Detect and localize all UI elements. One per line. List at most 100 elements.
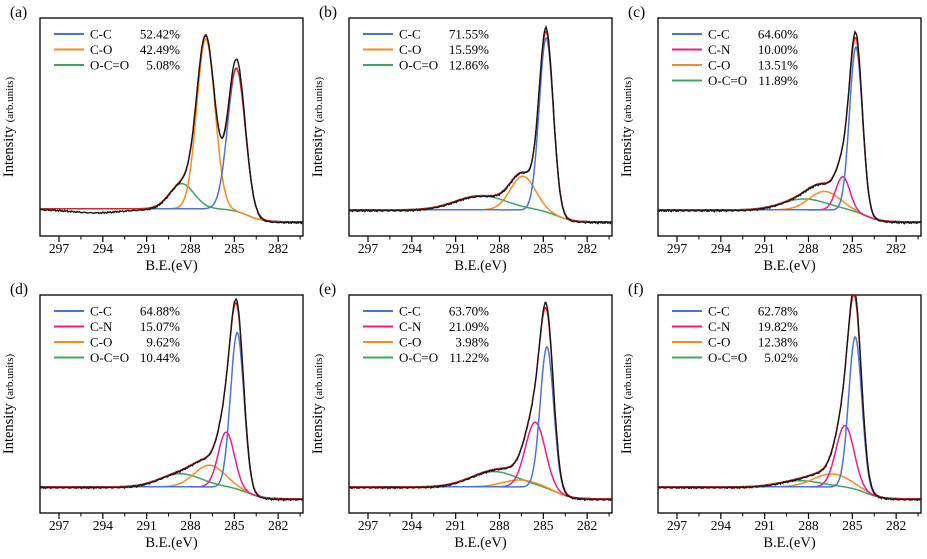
x-tick-label: 297 xyxy=(49,518,70,533)
legend-percentage: 64.60% xyxy=(758,27,798,42)
legend-label: C-O xyxy=(399,335,421,350)
x-tick-label: 288 xyxy=(798,241,819,256)
curves-group xyxy=(658,295,921,502)
spectrum-panel-d: (d) Intensity (arb.units) 297 294 291 288 285 28… xyxy=(0,277,309,554)
legend-label: O-C=O xyxy=(399,350,438,365)
raw-data-curve xyxy=(40,297,303,502)
y-axis-label-units: (arb.units) xyxy=(313,354,325,400)
spectrum-plot: (f) Intensity (arb.units) 297 294 291 288 285 28… xyxy=(619,281,922,551)
x-axis-label: B.E.(eV) xyxy=(454,535,507,551)
x-tick-label: 282 xyxy=(886,241,906,256)
x-tick-label: 282 xyxy=(268,518,288,533)
legend-percentage: 11.22% xyxy=(449,350,489,365)
x-tick-label: 285 xyxy=(224,241,245,256)
x-tick-label: 294 xyxy=(402,518,423,533)
component-curve-c-n xyxy=(40,431,303,500)
x-tick-label: 291 xyxy=(755,241,775,256)
legend-percentage: 42.49% xyxy=(140,42,180,57)
legend-percentage: 10.44% xyxy=(140,350,180,365)
panel-letter: (d) xyxy=(10,281,28,298)
axes-box xyxy=(657,294,922,514)
panel-letter: (c) xyxy=(628,4,645,21)
curves-group xyxy=(40,33,303,225)
x-tick-label: 297 xyxy=(667,241,688,256)
x-tick-label: 291 xyxy=(446,241,466,256)
x-tick-label: 297 xyxy=(49,241,70,256)
raw-data-curve xyxy=(349,25,612,225)
legend-percentage: 71.55% xyxy=(449,27,489,42)
legend: C-C 52.42% C-O 42.49% O-C=O 5.08% xyxy=(54,27,180,73)
spectrum-panel-c: (c) Intensity (arb.units) 297 294 291 288 285 28… xyxy=(618,0,927,277)
legend-label: C-N xyxy=(708,42,731,57)
y-axis-label-units: (arb.units) xyxy=(313,77,325,123)
y-axis-label: Intensity (arb.units) xyxy=(1,354,17,455)
component-curve-c-o xyxy=(40,464,303,500)
legend-percentage: 64.88% xyxy=(140,304,180,319)
x-axis-ticks: 297 294 291 288 285 282 xyxy=(49,236,301,256)
component-curve-o-c=o xyxy=(658,479,921,500)
x-tick-label: 294 xyxy=(93,241,114,256)
legend: C-C 62.78% C-N 19.82% C-O 12.38% O-C=O 5.02% xyxy=(672,304,798,365)
x-tick-label: 291 xyxy=(755,518,775,533)
component-curve-o-c=o xyxy=(349,470,612,500)
y-axis-label: Intensity (arb.units) xyxy=(1,77,17,178)
legend-percentage: 62.78% xyxy=(758,304,798,319)
spectrum-panel-f: (f) Intensity (arb.units) 297 294 291 288 285 28… xyxy=(618,277,927,554)
legend-label: C-N xyxy=(90,319,113,334)
curves-group xyxy=(349,301,612,502)
y-axis-label: Intensity (arb.units) xyxy=(619,354,635,455)
x-axis-label: B.E.(eV) xyxy=(763,535,816,551)
x-axis-label: B.E.(eV) xyxy=(145,258,198,274)
component-curve-o-c=o xyxy=(40,182,303,223)
y-axis-label: Intensity (arb.units) xyxy=(310,354,326,455)
y-axis-label-main: Intensity xyxy=(619,126,635,177)
x-tick-label: 294 xyxy=(711,241,732,256)
raw-data-curve xyxy=(349,301,612,502)
x-axis-label: B.E.(eV) xyxy=(145,535,198,551)
y-axis-label-units: (arb.units) xyxy=(4,77,16,123)
spectrum-plot: (c) Intensity (arb.units) 297 294 291 288 285 28… xyxy=(619,4,922,274)
component-curve-c-o xyxy=(349,175,612,223)
component-curve-o-c=o xyxy=(349,194,612,223)
x-tick-label: 297 xyxy=(358,241,379,256)
fit-envelope-curve xyxy=(349,306,612,500)
raw-data-curve xyxy=(658,295,921,502)
y-axis-label-main: Intensity xyxy=(310,403,326,454)
legend-label: C-C xyxy=(399,27,421,42)
panel-letter: (a) xyxy=(10,4,27,21)
panel-letter: (e) xyxy=(319,281,336,298)
axes-box xyxy=(39,17,304,237)
axes-box xyxy=(348,294,613,514)
y-axis-label-units: (arb.units) xyxy=(622,354,634,400)
x-tick-label: 288 xyxy=(798,518,819,533)
curves-group xyxy=(658,30,921,225)
y-axis-label-units: (arb.units) xyxy=(4,354,16,400)
legend-percentage: 19.82% xyxy=(758,319,798,334)
y-axis-label-main: Intensity xyxy=(1,403,17,454)
legend-percentage: 5.02% xyxy=(764,350,798,365)
legend-label: O-C=O xyxy=(90,58,129,73)
y-axis-label-main: Intensity xyxy=(619,403,635,454)
x-axis-ticks: 297 294 291 288 285 282 xyxy=(358,236,610,256)
legend-percentage: 13.51% xyxy=(758,58,798,73)
legend-label: O-C=O xyxy=(399,58,438,73)
legend-label: C-C xyxy=(90,27,112,42)
x-tick-label: 288 xyxy=(489,518,510,533)
x-tick-label: 282 xyxy=(577,518,597,533)
curves-group xyxy=(349,25,612,225)
legend-percentage: 5.08% xyxy=(146,58,180,73)
y-axis-label-units: (arb.units) xyxy=(622,77,634,123)
legend-label: C-O xyxy=(90,335,112,350)
legend-label: C-N xyxy=(399,319,422,334)
legend-label: C-O xyxy=(399,42,421,57)
x-tick-label: 285 xyxy=(533,241,554,256)
legend: C-C 64.60% C-N 10.00% C-O 13.51% O-C=O 11.89% xyxy=(672,27,798,88)
x-tick-label: 285 xyxy=(842,241,863,256)
y-axis-label-main: Intensity xyxy=(310,126,326,177)
x-axis-label: B.E.(eV) xyxy=(763,258,816,274)
legend: C-C 63.70% C-N 21.09% C-O 3.98% O-C=O 11.22% xyxy=(363,304,489,365)
raw-data-curve xyxy=(40,33,303,225)
legend-percentage: 52.42% xyxy=(140,27,180,42)
legend-label: C-O xyxy=(708,58,730,73)
